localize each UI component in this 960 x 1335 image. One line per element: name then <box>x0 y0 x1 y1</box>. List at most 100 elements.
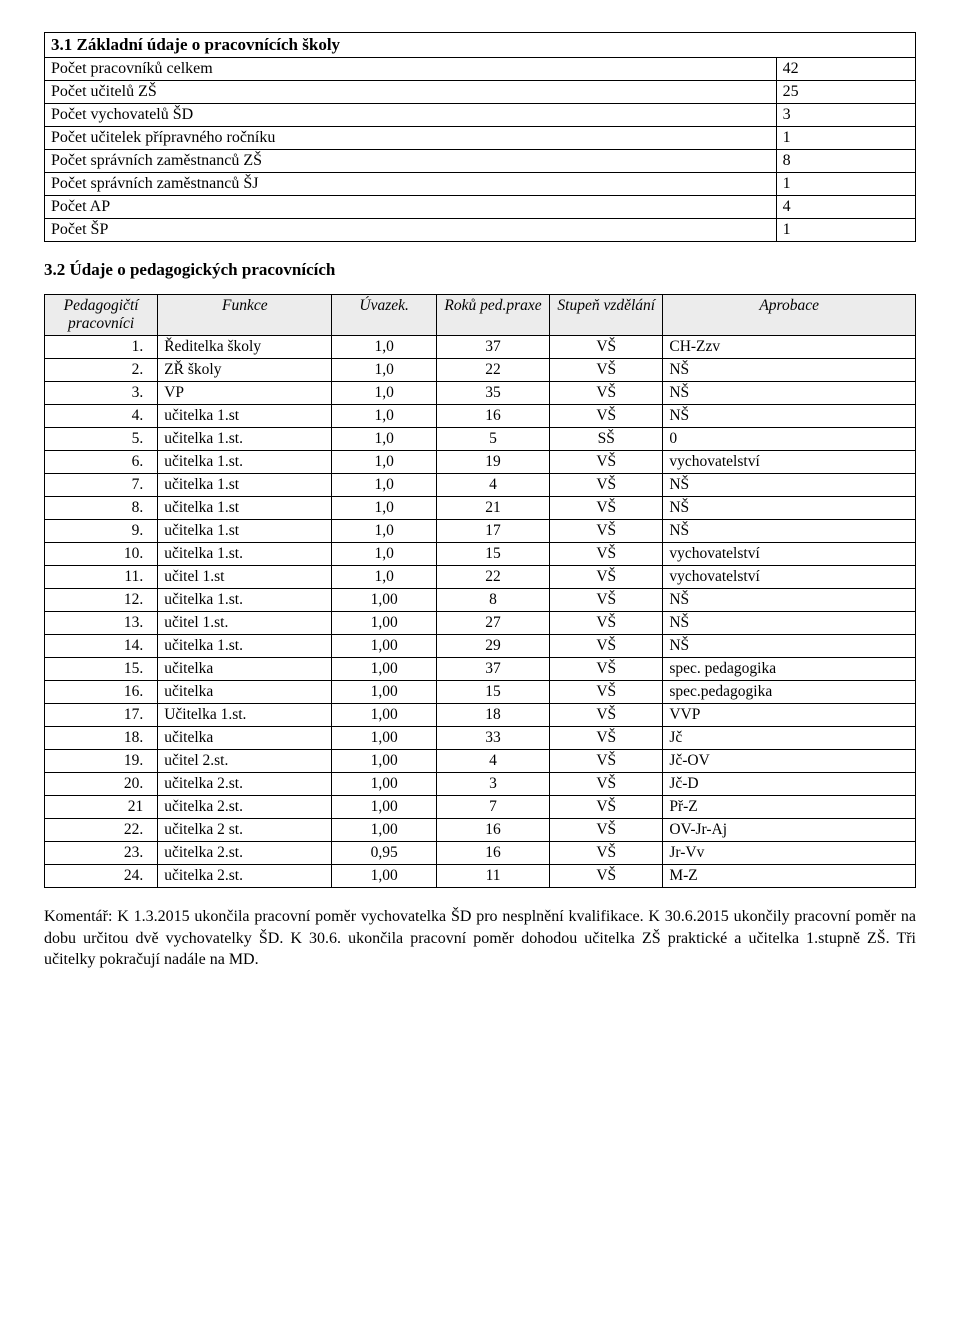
table-row: Počet pracovníků celkem42 <box>45 58 916 81</box>
cell-number: 15. <box>45 658 158 681</box>
header-funkce: Funkce <box>158 295 332 336</box>
cell-funkce: učitelka 1.st. <box>158 543 332 566</box>
cell-stupen: VŠ <box>550 842 663 865</box>
cell-funkce: učitelka 1.st <box>158 405 332 428</box>
cell-roku: 27 <box>436 612 549 635</box>
row-value: 42 <box>776 58 915 81</box>
cell-number: 21 <box>45 796 158 819</box>
cell-funkce: učitelka 2 st. <box>158 819 332 842</box>
cell-funkce: učitel 2.st. <box>158 750 332 773</box>
cell-funkce: učitelka <box>158 658 332 681</box>
cell-number: 8. <box>45 497 158 520</box>
cell-funkce: Ředitelka školy <box>158 336 332 359</box>
cell-aprobace: vychovatelství <box>663 451 916 474</box>
cell-uvazek: 1,0 <box>332 474 437 497</box>
cell-funkce: učitelka <box>158 681 332 704</box>
cell-uvazek: 1,0 <box>332 566 437 589</box>
cell-funkce: učitelka 2.st. <box>158 796 332 819</box>
cell-roku: 7 <box>436 796 549 819</box>
table-row: Počet učitelek přípravného ročníku1 <box>45 127 916 150</box>
table-row: 16.učitelka1,0015VŠspec.pedagogika <box>45 681 916 704</box>
row-label: Počet učitelek přípravného ročníku <box>45 127 777 150</box>
cell-number: 12. <box>45 589 158 612</box>
cell-roku: 15 <box>436 543 549 566</box>
cell-stupen: VŠ <box>550 520 663 543</box>
table-row: 18.učitelka1,0033VŠJč <box>45 727 916 750</box>
cell-number: 3. <box>45 382 158 405</box>
cell-uvazek: 1,00 <box>332 773 437 796</box>
table-row: 10.učitelka 1.st.1,015VŠvychovatelství <box>45 543 916 566</box>
cell-uvazek: 0,95 <box>332 842 437 865</box>
cell-uvazek: 1,00 <box>332 681 437 704</box>
cell-funkce: učitelka 1.st <box>158 474 332 497</box>
cell-aprobace: NŠ <box>663 589 916 612</box>
table-row: 15.učitelka1,0037VŠspec. pedagogika <box>45 658 916 681</box>
cell-roku: 17 <box>436 520 549 543</box>
cell-stupen: VŠ <box>550 635 663 658</box>
cell-aprobace: 0 <box>663 428 916 451</box>
row-value: 8 <box>776 150 915 173</box>
cell-stupen: SŠ <box>550 428 663 451</box>
cell-aprobace: NŠ <box>663 405 916 428</box>
cell-roku: 37 <box>436 658 549 681</box>
table-row: 7.učitelka 1.st1,04VŠNŠ <box>45 474 916 497</box>
row-value: 3 <box>776 104 915 127</box>
cell-number: 4. <box>45 405 158 428</box>
cell-number: 20. <box>45 773 158 796</box>
cell-roku: 5 <box>436 428 549 451</box>
cell-uvazek: 1,00 <box>332 819 437 842</box>
cell-funkce: učitelka 1.st. <box>158 428 332 451</box>
cell-number: 24. <box>45 865 158 888</box>
row-label: Počet AP <box>45 196 777 219</box>
cell-funkce: učitelka 1.st <box>158 520 332 543</box>
cell-aprobace: NŠ <box>663 520 916 543</box>
table-row: 22.učitelka 2 st.1,0016VŠOV-Jr-Aj <box>45 819 916 842</box>
cell-stupen: VŠ <box>550 405 663 428</box>
cell-stupen: VŠ <box>550 497 663 520</box>
cell-number: 7. <box>45 474 158 497</box>
cell-uvazek: 1,00 <box>332 865 437 888</box>
cell-funkce: VP <box>158 382 332 405</box>
row-value: 1 <box>776 219 915 242</box>
cell-stupen: VŠ <box>550 474 663 497</box>
row-label: Počet ŠP <box>45 219 777 242</box>
header-uvazek: Úvazek. <box>332 295 437 336</box>
cell-stupen: VŠ <box>550 336 663 359</box>
cell-funkce: ZŘ školy <box>158 359 332 382</box>
cell-uvazek: 1,00 <box>332 612 437 635</box>
cell-roku: 16 <box>436 819 549 842</box>
row-label: Počet správních zaměstnanců ZŠ <box>45 150 777 173</box>
table-row: 11.učitel 1.st1,022VŠvychovatelství <box>45 566 916 589</box>
table-row: 9.učitelka 1.st1,017VŠNŠ <box>45 520 916 543</box>
cell-stupen: VŠ <box>550 750 663 773</box>
cell-aprobace: Jč-OV <box>663 750 916 773</box>
cell-funkce: učitel 1.st <box>158 566 332 589</box>
cell-stupen: VŠ <box>550 773 663 796</box>
cell-number: 19. <box>45 750 158 773</box>
comment-paragraph: Komentář: K 1.3.2015 ukončila pracovní p… <box>44 906 916 971</box>
cell-uvazek: 1,0 <box>332 336 437 359</box>
table-row: Počet AP4 <box>45 196 916 219</box>
cell-uvazek: 1,00 <box>332 658 437 681</box>
cell-number: 14. <box>45 635 158 658</box>
cell-uvazek: 1,00 <box>332 727 437 750</box>
cell-number: 9. <box>45 520 158 543</box>
cell-stupen: VŠ <box>550 612 663 635</box>
cell-funkce: učitelka 2.st. <box>158 865 332 888</box>
table-row: Počet ŠP1 <box>45 219 916 242</box>
cell-uvazek: 1,0 <box>332 520 437 543</box>
cell-funkce: učitelka 1.st. <box>158 451 332 474</box>
cell-stupen: VŠ <box>550 727 663 750</box>
cell-aprobace: Jr-Vv <box>663 842 916 865</box>
table-row: Počet správních zaměstnanců ŠJ1 <box>45 173 916 196</box>
cell-funkce: učitelka 2.st. <box>158 773 332 796</box>
cell-stupen: VŠ <box>550 382 663 405</box>
cell-stupen: VŠ <box>550 681 663 704</box>
cell-stupen: VŠ <box>550 865 663 888</box>
cell-funkce: Učitelka 1.st. <box>158 704 332 727</box>
cell-funkce: učitelka 1.st. <box>158 589 332 612</box>
cell-number: 17. <box>45 704 158 727</box>
cell-uvazek: 1,0 <box>332 451 437 474</box>
cell-number: 11. <box>45 566 158 589</box>
cell-uvazek: 1,0 <box>332 543 437 566</box>
